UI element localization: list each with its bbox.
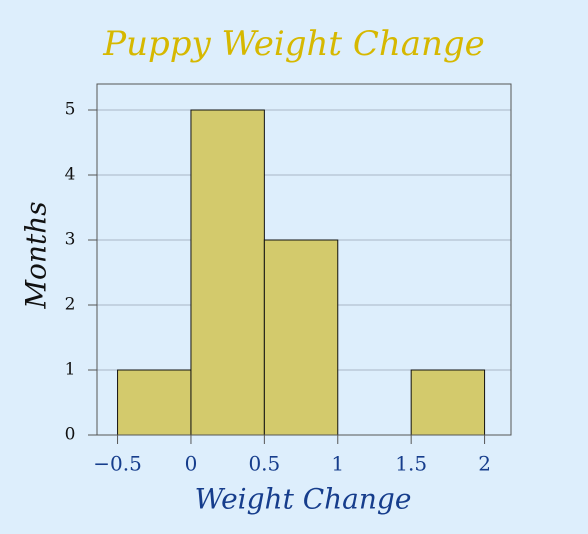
bar: [117, 369, 192, 436]
x-tick-label: 1.5: [395, 452, 427, 476]
bar: [263, 239, 339, 436]
x-axis-label: Weight Change: [195, 483, 412, 516]
bar: [190, 109, 265, 436]
y-tick-label: 2: [65, 295, 76, 315]
bar: [410, 369, 486, 436]
plot-frame: [96, 83, 512, 436]
x-tick-label: 1: [331, 452, 344, 476]
chart-title: Puppy Weight Change: [102, 24, 485, 64]
x-tick-label: 0.5: [248, 452, 280, 476]
y-tick-label: 0: [65, 425, 76, 445]
y-tick-label: 1: [65, 360, 76, 380]
x-tick-label: 2: [478, 452, 491, 476]
x-tick-label: 0: [185, 452, 198, 476]
y-tick-label: 3: [65, 230, 76, 250]
y-axis-label: Months: [20, 201, 53, 309]
x-tick-label: −0.5: [93, 452, 142, 476]
y-tick-label: 4: [65, 165, 76, 185]
y-tick-label: 5: [65, 100, 76, 120]
